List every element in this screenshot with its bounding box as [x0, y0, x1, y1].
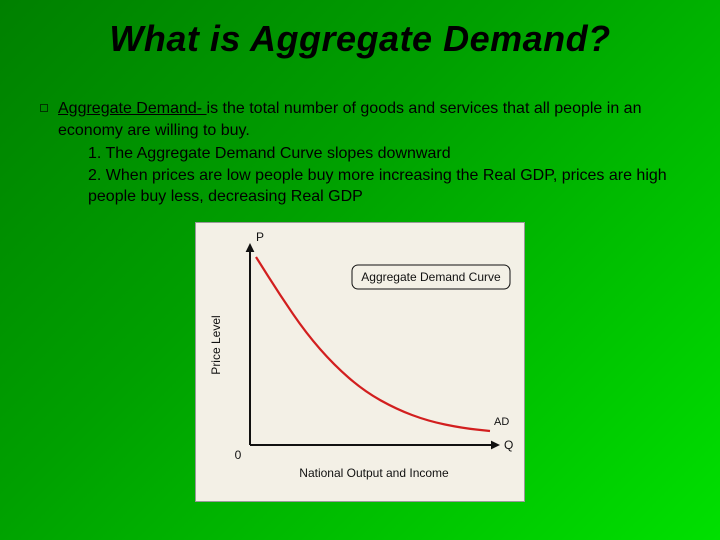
sub-list: 1. The Aggregate Demand Curve slopes dow… [40, 143, 680, 208]
bullet-marker-icon [40, 104, 48, 112]
svg-text:Q: Q [504, 438, 513, 452]
svg-text:0: 0 [235, 448, 242, 462]
bullet-item: Aggregate Demand- is the total number of… [40, 98, 680, 141]
svg-text:AD: AD [494, 416, 509, 428]
content-block: Aggregate Demand- is the total number of… [0, 68, 720, 502]
slide-title: What is Aggregate Demand? [0, 0, 720, 68]
bullet-text: Aggregate Demand- is the total number of… [58, 98, 680, 141]
svg-text:National Output and Income: National Output and Income [299, 466, 449, 480]
term: Aggregate Demand- [58, 100, 207, 117]
svg-text:P: P [256, 230, 264, 244]
chart-svg: P Q 0 Price Level National Output and Income… [196, 223, 526, 503]
svg-text:Aggregate Demand Curve: Aggregate Demand Curve [361, 270, 501, 284]
sub-point-1: 1. The Aggregate Demand Curve slopes dow… [88, 143, 680, 165]
aggregate-demand-chart: P Q 0 Price Level National Output and Income… [195, 222, 525, 502]
sub-point-2: 2. When prices are low people buy more i… [88, 165, 680, 208]
svg-text:Price Level: Price Level [209, 315, 223, 374]
chart-container: P Q 0 Price Level National Output and Income… [195, 222, 525, 502]
